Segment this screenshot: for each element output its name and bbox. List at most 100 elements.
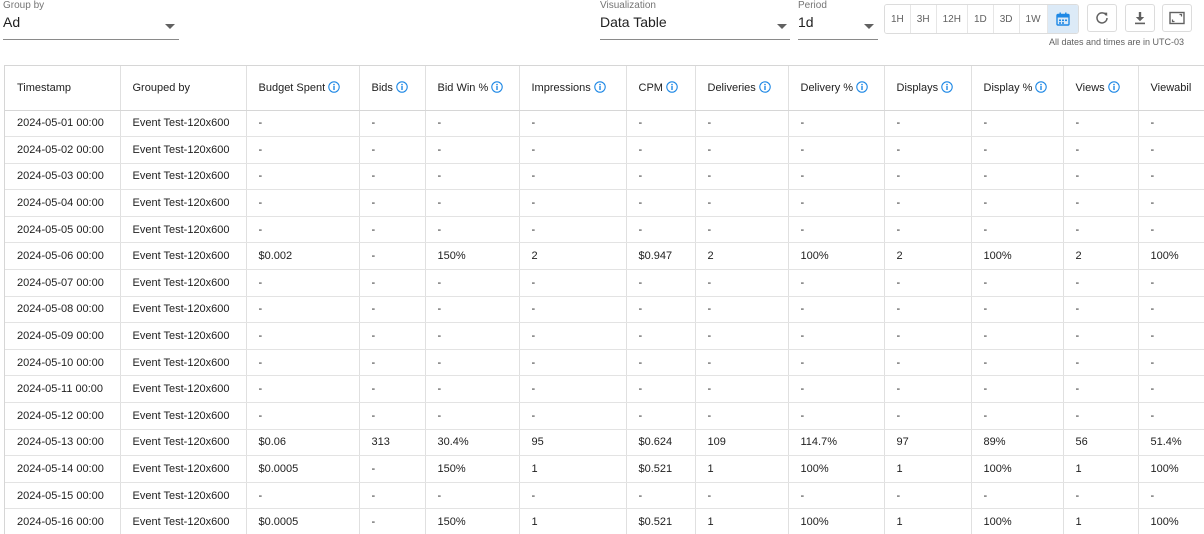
table-cell-deliveries: -	[695, 110, 789, 138]
info-icon[interactable]	[856, 81, 868, 93]
range-button-3d[interactable]: 3D	[993, 5, 1020, 33]
column-header-label: Displays	[896, 82, 939, 95]
info-icon[interactable]	[396, 81, 408, 93]
table-cell-display: -	[971, 216, 1064, 244]
column-header-timestamp: Timestamp	[5, 66, 121, 111]
table-cell-display: -	[971, 189, 1064, 217]
table-cell-viewabil: -	[1138, 269, 1204, 297]
table-cell-bids: 313	[359, 429, 426, 457]
table-cell-display: -	[971, 482, 1064, 510]
table-cell-views: -	[1063, 482, 1139, 510]
column-header-label: Timestamp	[17, 81, 71, 94]
group-by-underline	[3, 39, 179, 40]
table-row: 2024-05-06 00:00 Event Test-120x600 $0.002…	[5, 242, 1204, 271]
table-cell-budget-spent: -	[246, 375, 360, 404]
table-cell-views: -	[1063, 136, 1139, 164]
table-cell-bid-win: -	[425, 296, 520, 324]
info-icon[interactable]	[328, 81, 340, 93]
info-icon[interactable]	[594, 81, 606, 93]
table-cell-views: 56	[1063, 429, 1139, 457]
download-button[interactable]	[1125, 4, 1155, 32]
info-icon[interactable]	[941, 81, 953, 93]
table-row: 2024-05-07 00:00 Event Test-120x600- - - - - -…	[5, 269, 1204, 297]
table-cell-display: 89%	[971, 429, 1064, 457]
table-cell-impressions: -	[519, 136, 627, 164]
table-cell-grouped-by: Event Test-120x600	[120, 163, 247, 191]
data-table: Timestamp Grouped by Budget Spent Bids Bid W…	[5, 66, 1204, 534]
range-button-1h[interactable]: 1H	[885, 5, 911, 33]
table-cell-views: -	[1063, 189, 1139, 217]
table-cell-deliveries: 1	[695, 455, 789, 483]
table-cell-timestamp: 2024-05-08 00:00	[5, 296, 121, 324]
table-cell-viewabil: -	[1138, 136, 1204, 164]
table-cell-delivery: -	[788, 136, 885, 164]
table-cell-impressions: 1	[519, 455, 627, 483]
table-cell-bids: -	[359, 482, 426, 510]
column-header-label: Bids	[371, 82, 393, 95]
table-cell-viewabil: -	[1138, 110, 1204, 138]
table-cell-timestamp: 2024-05-15 00:00	[5, 482, 121, 510]
table-row: 2024-05-15 00:00 Event Test-120x600- - - - - -…	[5, 482, 1204, 510]
refresh-button[interactable]	[1087, 4, 1117, 32]
table-row: 2024-05-05 00:00 Event Test-120x600- - - - - -…	[5, 216, 1204, 244]
table-cell-cpm: -	[626, 189, 696, 217]
info-icon[interactable]	[1107, 81, 1120, 93]
period-select[interactable]: Period 1d	[798, 0, 878, 40]
table-cell-impressions: -	[519, 375, 627, 404]
table-cell-delivery: 114.7%	[788, 429, 885, 457]
table-cell-cpm: $0.521	[626, 455, 696, 483]
info-icon[interactable]	[666, 81, 678, 93]
table-cell-bids: -	[359, 349, 426, 377]
table-cell-budget-spent: -	[246, 189, 360, 217]
table-cell-grouped-by: Event Test-120x600	[120, 349, 247, 377]
group-by-select[interactable]: Group by Ad	[3, 0, 179, 40]
range-button-3h[interactable]: 3H	[910, 5, 937, 33]
table-cell-timestamp: 2024-05-14 00:00	[5, 455, 121, 483]
column-header-grouped-by: Grouped by	[120, 66, 247, 111]
table-cell-cpm: -	[626, 136, 696, 164]
table-cell-displays: -	[884, 375, 972, 404]
table-cell-impressions: 1	[519, 508, 627, 534]
table-cell-displays: -	[884, 136, 972, 164]
column-header-label: Bid Win %	[437, 82, 489, 95]
range-button-12h[interactable]: 12H	[936, 5, 968, 33]
table-cell-cpm: -	[626, 402, 696, 430]
table-cell-grouped-by: Event Test-120x600	[120, 216, 247, 244]
info-icon[interactable]	[759, 81, 771, 93]
info-icon[interactable]	[491, 81, 503, 93]
table-cell-timestamp: 2024-05-12 00:00	[5, 402, 121, 430]
timezone-note: All dates and times are in UTC-03	[1049, 37, 1185, 47]
visualization-select[interactable]: Visualization Data Table	[600, 0, 790, 40]
table-cell-impressions: -	[519, 269, 627, 297]
table-cell-deliveries: -	[695, 189, 789, 217]
table-cell-cpm: -	[626, 163, 696, 191]
table-row: 2024-05-13 00:00 Event Test-120x600 $0.06 3…	[5, 429, 1204, 457]
table-cell-timestamp: 2024-05-09 00:00	[5, 322, 121, 350]
table-cell-grouped-by: Event Test-120x600	[120, 136, 247, 164]
range-button-1w[interactable]: 1W	[1019, 5, 1048, 33]
table-cell-viewabil: -	[1138, 349, 1204, 377]
table-cell-delivery: -	[788, 269, 885, 297]
column-header-label: Display %	[983, 82, 1033, 95]
column-header-delivery: Delivery %	[788, 66, 885, 111]
table-cell-cpm: $0.624	[626, 429, 696, 457]
table-cell-budget-spent: $0.06	[246, 429, 360, 457]
info-icon[interactable]	[1035, 81, 1048, 93]
column-header-label: Delivery %	[800, 82, 854, 95]
table-row: 2024-05-11 00:00 Event Test-120x600- - - - - -…	[5, 375, 1204, 404]
column-header-display: Display %	[971, 66, 1064, 111]
table-cell-viewabil: -	[1138, 402, 1204, 430]
table-cell-impressions: -	[519, 322, 627, 350]
table-cell-bid-win: -	[425, 269, 520, 297]
calendar-button[interactable]	[1047, 5, 1078, 33]
table-cell-views: -	[1063, 349, 1139, 377]
table-cell-timestamp: 2024-05-04 00:00	[5, 189, 121, 217]
table-cell-views: -	[1063, 375, 1139, 404]
table-cell-bid-win: -	[425, 375, 520, 404]
fullscreen-button[interactable]	[1162, 4, 1192, 32]
table-cell-displays: -	[884, 189, 972, 217]
table-cell-cpm: -	[626, 482, 696, 510]
range-button-1d[interactable]: 1D	[967, 5, 994, 33]
column-header-deliveries: Deliveries	[695, 66, 789, 111]
data-table-container[interactable]: Timestamp Grouped by Budget Spent Bids Bid W…	[4, 65, 1204, 534]
